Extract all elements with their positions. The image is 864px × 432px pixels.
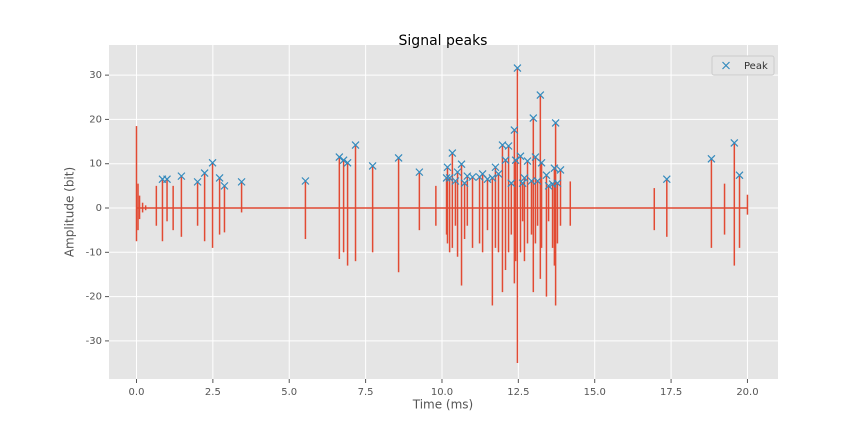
peak-marker (510, 126, 519, 134)
y-tick-label: 20 (89, 114, 102, 125)
peak-marker (351, 141, 360, 150)
y-tick-label: 30 (89, 70, 102, 81)
peak-marker (301, 177, 310, 185)
x-tick-label: 5.0 (281, 387, 297, 398)
peak-marker (494, 169, 503, 178)
peak-marker (448, 149, 457, 158)
peak-marker (518, 179, 527, 188)
peak-marker (445, 173, 454, 182)
x-tick-label: 20.0 (736, 387, 758, 398)
peak-marker (215, 173, 224, 182)
peak-marker (488, 173, 497, 182)
peak-marker (511, 156, 520, 165)
chart-title: Signal peaks (399, 33, 488, 49)
peak-marker (237, 177, 246, 186)
x-tick-label: 0.0 (129, 387, 145, 398)
peak-marker (483, 175, 492, 184)
peak-marker (542, 171, 551, 180)
peak-marker (520, 173, 529, 182)
peak-marker (507, 179, 516, 188)
peak-marker (730, 138, 739, 147)
peak-marker (394, 154, 403, 162)
peak-marker (504, 142, 513, 150)
peak-marker (442, 173, 451, 182)
peak-marker (501, 156, 510, 165)
y-tick-label: 10 (89, 159, 102, 170)
legend-marker (722, 61, 730, 70)
peak-marker (193, 177, 202, 186)
peak-marker (533, 177, 542, 185)
peak-marker (527, 177, 536, 185)
peak-marker (451, 177, 460, 185)
y-tick-label: -10 (86, 247, 102, 258)
legend-box (711, 55, 775, 76)
peak-marker (200, 169, 209, 177)
peak-marker (220, 181, 229, 190)
peak-marker (531, 153, 540, 161)
x-tick-label: 7.5 (358, 387, 374, 398)
peak-marker (468, 173, 477, 181)
peak-marker (335, 153, 344, 161)
peak-marker (443, 163, 452, 172)
peak-marker (662, 175, 671, 184)
peak-marker (529, 114, 538, 123)
peak-marker (516, 152, 525, 161)
peak-marker (536, 91, 545, 99)
peak-marker (551, 119, 560, 127)
x-axis-label: Time (ms) (412, 398, 474, 412)
peak-marker (343, 158, 352, 167)
y-tick-label: -20 (86, 292, 102, 303)
y-axis-label: Amplitude (bit) (63, 167, 77, 257)
peak-marker (208, 158, 217, 167)
peak-marker (453, 168, 462, 177)
peak-marker (707, 154, 716, 163)
x-tick-label: 17.5 (660, 387, 682, 398)
peak-marker (556, 165, 565, 174)
peak-marker (415, 168, 424, 177)
peak-marker (553, 179, 562, 188)
y-tick-label: 0 (96, 203, 102, 214)
peak-marker (491, 163, 500, 172)
peak-marker (523, 157, 532, 165)
peak-marker (339, 156, 348, 165)
peak-marker (457, 160, 466, 169)
peak-marker (368, 162, 377, 170)
y-tick-label: -30 (86, 336, 102, 347)
peak-marker (550, 164, 559, 173)
x-tick-label: 15.0 (584, 387, 606, 398)
legend-label: Peak (744, 61, 768, 72)
peak-marker (537, 158, 546, 167)
x-tick-label: 10.0 (431, 387, 453, 398)
x-tick-label: 2.5 (205, 387, 221, 398)
peak-marker (513, 64, 522, 72)
peak-marker (735, 171, 744, 180)
plot-area (109, 45, 778, 379)
peak-marker (544, 181, 553, 190)
x-tick-label: 12.5 (507, 387, 529, 398)
peak-marker (163, 175, 171, 184)
peak-marker (460, 179, 469, 188)
peak-marker (177, 172, 186, 181)
